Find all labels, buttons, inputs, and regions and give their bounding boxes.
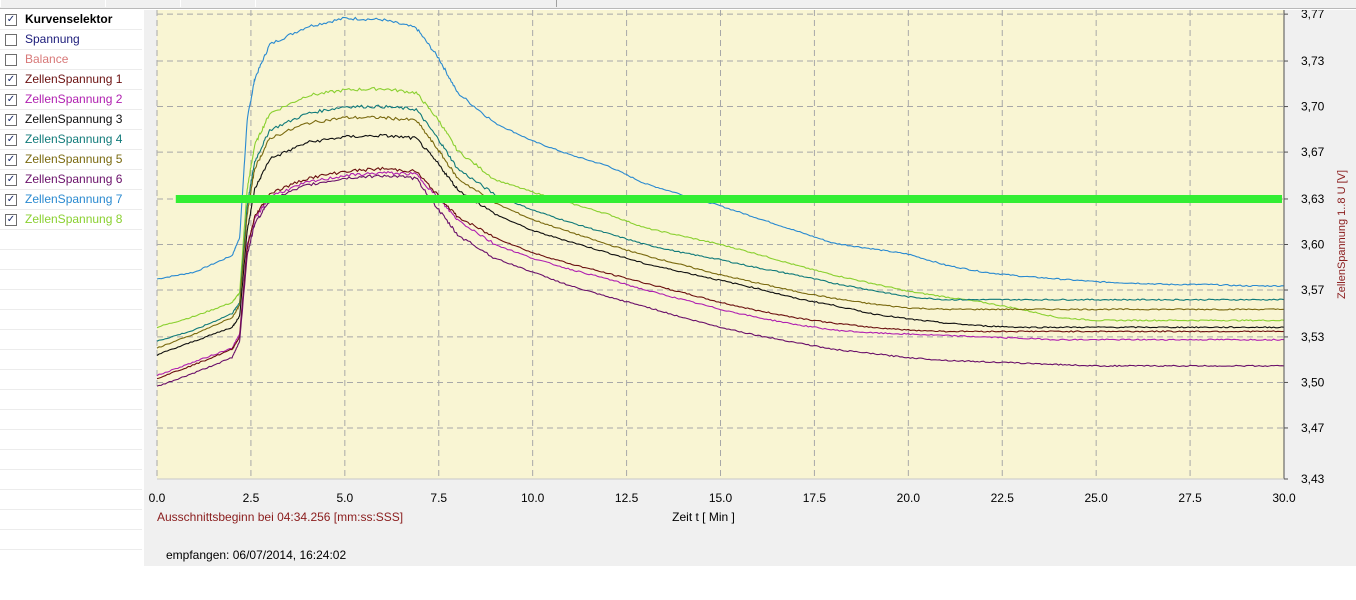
series-line: [156, 115, 1285, 349]
selector-label: ZellenSpannung 7: [25, 192, 123, 206]
y-tick-label: 3,57: [1301, 283, 1325, 297]
x-tick-label: 20.0: [897, 491, 921, 505]
series-line: [156, 133, 1285, 356]
selector-label: Kurvenselektor: [25, 12, 113, 26]
y-tick-label: 3,43: [1301, 472, 1325, 486]
selector-label: ZellenSpannung 5: [25, 152, 123, 166]
checkbox[interactable]: ✓: [5, 134, 17, 146]
tab-2[interactable]: [105, 0, 181, 7]
empty-row: [0, 330, 142, 350]
y-tick-label: 3,63: [1301, 192, 1325, 206]
tab-1[interactable]: [0, 0, 106, 7]
selector-label: Balance: [25, 52, 69, 66]
x-tick-label: 0.0: [149, 491, 166, 505]
selector-item[interactable]: ✓ ZellenSpannung 7: [0, 190, 142, 210]
empty-row: [0, 310, 142, 330]
empty-row: [0, 410, 142, 430]
y-tick-label: 3,73: [1301, 54, 1325, 68]
empty-row: [0, 470, 142, 490]
empty-row: [0, 290, 142, 310]
series-line: [156, 174, 1285, 387]
y-tick-label: 3,47: [1301, 421, 1325, 435]
selector-item[interactable]: ✓ ZellenSpannung 8: [0, 210, 142, 230]
empty-row: [0, 270, 142, 290]
selector-item[interactable]: ✓ ZellenSpannung 6: [0, 170, 142, 190]
selector-label: ZellenSpannung 3: [25, 112, 123, 126]
x-tick-label: 15.0: [709, 491, 733, 505]
series-line: [156, 170, 1285, 377]
x-axis-title: Zeit t [ Min ]: [672, 510, 735, 524]
selector-label: ZellenSpannung 1: [25, 72, 123, 86]
checkbox[interactable]: ✓: [5, 214, 17, 226]
selector-label: ZellenSpannung 4: [25, 132, 123, 146]
y-tick-label: 3,70: [1301, 100, 1325, 114]
x-tick-label: 30.0: [1272, 491, 1296, 505]
checkbox[interactable]: ✓: [5, 74, 17, 86]
selector-item[interactable]: ✓ ZellenSpannung 1: [0, 70, 142, 90]
empty-row: [0, 390, 142, 410]
x-tick-label: 2.5: [243, 491, 260, 505]
y-tick-label: 3,53: [1301, 330, 1325, 344]
selector-item[interactable]: ✓ ZellenSpannung 3: [0, 110, 142, 130]
checkbox[interactable]: ✓: [5, 114, 17, 126]
y-tick-label: 3,50: [1301, 375, 1325, 389]
checkbox[interactable]: ✓: [5, 154, 17, 166]
empty-row: [0, 430, 142, 450]
empty-row: [0, 530, 142, 550]
checkbox[interactable]: [5, 34, 17, 46]
x-tick-label: 12.5: [615, 491, 639, 505]
empty-row: [0, 490, 142, 510]
series-line: [156, 86, 1285, 329]
selector-header[interactable]: ✓ Kurvenselektor: [0, 10, 142, 30]
voltage-chart: 0.0 2.5 5.0 7.5 10.0 12.5 15.0 17.5 20.0 22.5 25.0…: [149, 7, 1348, 524]
empty-row: [0, 230, 142, 250]
selector-item[interactable]: Spannung: [0, 30, 142, 50]
checkbox[interactable]: [5, 54, 17, 66]
selector-item[interactable]: ✓ ZellenSpannung 2: [0, 90, 142, 110]
x-tick-label: 27.5: [1178, 491, 1202, 505]
received-timestamp: empfangen: 06/07/2014, 16:24:02: [166, 548, 347, 562]
series-line: [156, 16, 1285, 288]
selector-label: ZellenSpannung 2: [25, 92, 123, 106]
checkbox[interactable]: ✓: [5, 94, 17, 106]
series-line: [156, 104, 1285, 342]
tab-strip: [0, 0, 1356, 9]
chart-area: 0.0 2.5 5.0 7.5 10.0 12.5 15.0 17.5 20.0 22.5 25.0…: [144, 7, 1356, 566]
checkbox[interactable]: ✓: [5, 194, 17, 206]
y-axis-title: ZellenSpannung 1..8 U [V]: [1336, 170, 1348, 299]
empty-row: [0, 370, 142, 390]
x-tick-label: 5.0: [336, 491, 353, 505]
selector-item[interactable]: ✓ ZellenSpannung 4: [0, 130, 142, 150]
empty-row: [0, 510, 142, 530]
x-tick-label: 17.5: [803, 491, 827, 505]
y-tick-label: 3,77: [1301, 10, 1325, 21]
x-tick-label: 10.0: [521, 491, 545, 505]
x-tick-label: 22.5: [991, 491, 1015, 505]
tab-4[interactable]: [255, 0, 557, 7]
selector-label: Spannung: [25, 32, 80, 46]
x-tick-label: 7.5: [430, 491, 447, 505]
selector-item[interactable]: Balance: [0, 50, 142, 70]
selector-label: ZellenSpannung 6: [25, 172, 123, 186]
empty-row: [0, 250, 142, 270]
curve-selector-panel: ✓ Kurvenselektor Spannung Balance ✓ ZellenSpa…: [0, 10, 144, 566]
empty-row: [0, 450, 142, 470]
checkbox[interactable]: ✓: [5, 14, 17, 26]
selector-item[interactable]: ✓ ZellenSpannung 5: [0, 150, 142, 170]
section-start-text: Ausschnittsbeginn bei 04:34.256 [mm:ss:S…: [157, 510, 404, 524]
selector-label: ZellenSpannung 8: [25, 212, 123, 226]
x-tick-label: 25.0: [1084, 491, 1108, 505]
y-tick-label: 3,67: [1301, 145, 1325, 159]
tab-3[interactable]: [180, 0, 256, 7]
checkbox[interactable]: ✓: [5, 174, 17, 186]
empty-row: [0, 350, 142, 370]
y-tick-label: 3,60: [1301, 238, 1325, 252]
